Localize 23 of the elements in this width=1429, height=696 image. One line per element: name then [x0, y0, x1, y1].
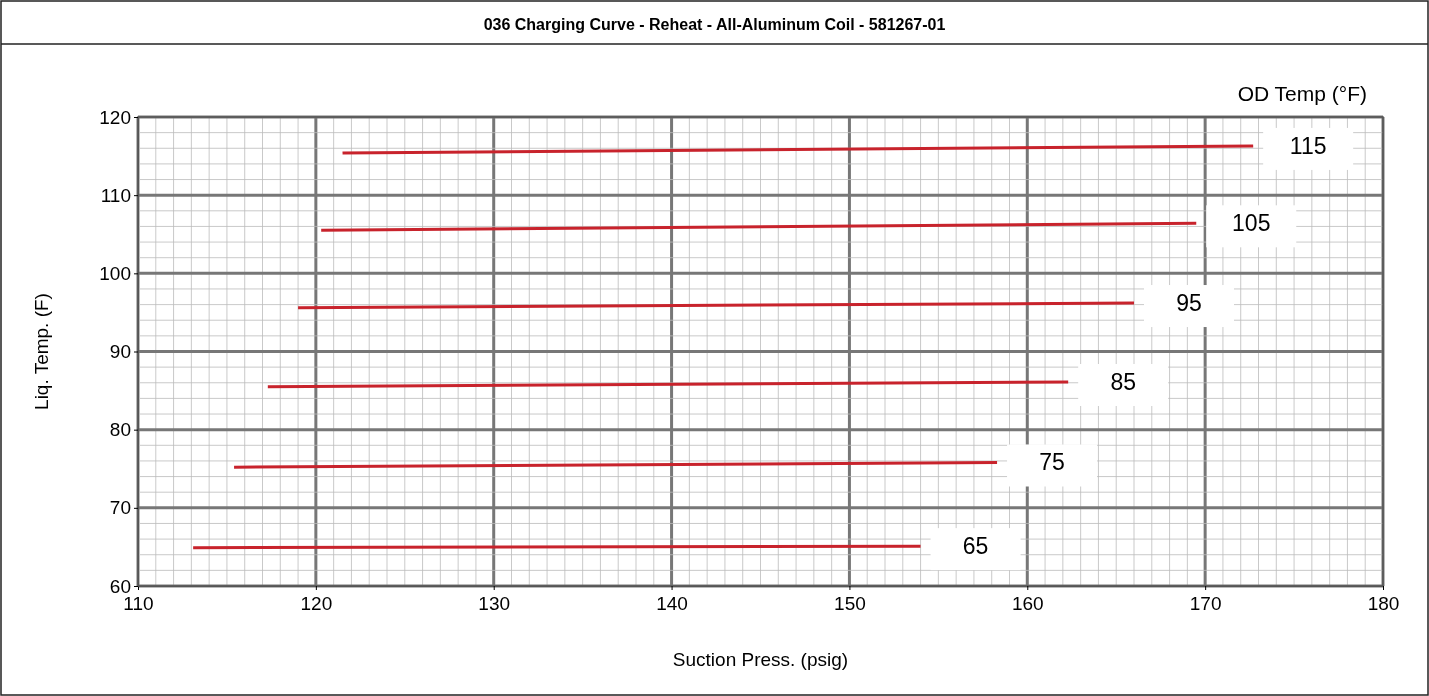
y-axis-title: Liq. Temp. (F) — [31, 293, 52, 410]
y-tick-label: 110 — [100, 184, 131, 206]
y-tick-label: 90 — [109, 341, 131, 363]
y-tick-label: 120 — [99, 106, 131, 128]
series-label: 65 — [962, 533, 989, 560]
y-tick-label: 70 — [109, 497, 131, 519]
legend-title: OD Temp (°F) — [1237, 82, 1367, 105]
x-tick-label: 150 — [834, 593, 866, 615]
x-axis-title: Suction Press. (psig) — [672, 649, 849, 670]
series-label: 75 — [1039, 449, 1065, 476]
series-label: 105 — [1232, 210, 1271, 237]
series-label: 85 — [1110, 368, 1136, 395]
x-tick-label: 170 — [1189, 593, 1222, 615]
x-tick-label: 140 — [656, 593, 688, 615]
y-tick-label: 100 — [99, 262, 131, 284]
series-label: 95 — [1176, 290, 1202, 317]
y-tick-label: 80 — [109, 419, 131, 441]
x-tick-label: 120 — [300, 593, 333, 615]
x-tick-label: 160 — [1011, 593, 1044, 615]
x-tick-label: 130 — [478, 593, 511, 615]
chart-title: 036 Charging Curve - Reheat - All-Aluminum Coil - 581267-01 — [483, 16, 946, 33]
series-label: 115 — [1289, 132, 1327, 159]
x-tick-label: 180 — [1367, 593, 1400, 615]
